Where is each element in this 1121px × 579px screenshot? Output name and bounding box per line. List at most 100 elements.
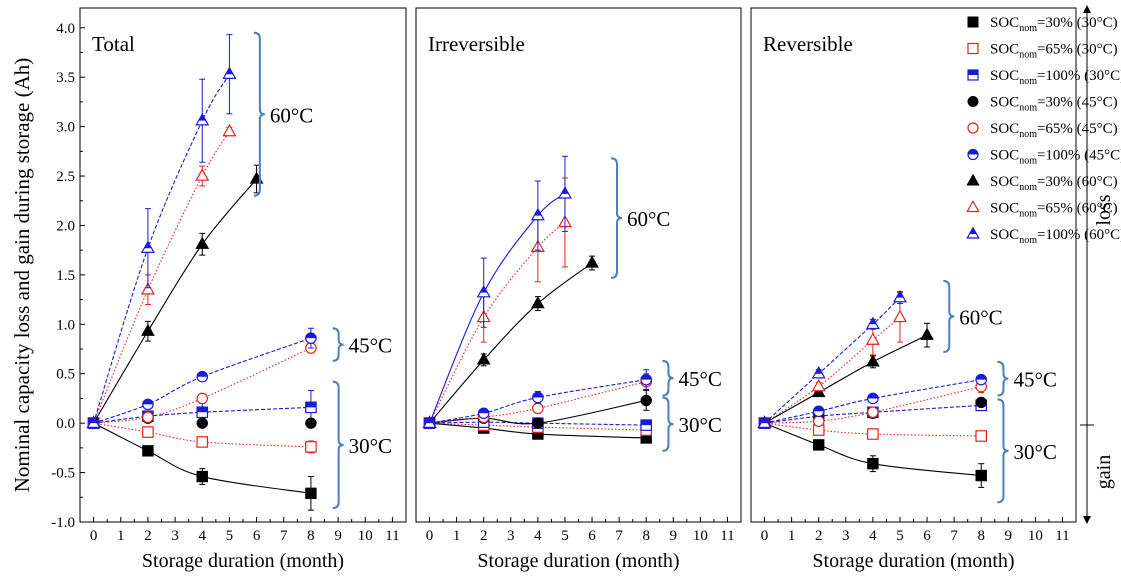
legend-label-base: SOC bbox=[990, 95, 1019, 111]
data-point-outline bbox=[811, 366, 826, 379]
x-tick-label: 5 bbox=[226, 528, 234, 544]
data-point-outline bbox=[892, 289, 907, 303]
temperature-label: 60°C bbox=[627, 207, 670, 231]
data-point bbox=[892, 309, 907, 323]
data-point bbox=[142, 445, 154, 457]
x-tick-label: 11 bbox=[720, 528, 734, 544]
data-point-shape bbox=[305, 441, 317, 453]
temperature-annotation: 60°C bbox=[610, 157, 670, 279]
x-tick-label: 10 bbox=[693, 528, 708, 544]
legend-label-subscript: nom bbox=[1019, 182, 1037, 193]
y-tick-label: 2.0 bbox=[56, 218, 75, 234]
data-point-top-half bbox=[815, 367, 823, 374]
series-s65_45 bbox=[758, 380, 988, 429]
data-point bbox=[196, 470, 208, 483]
temperature-annotation: 45°C bbox=[662, 359, 722, 397]
x-tick-label: 4 bbox=[534, 528, 542, 544]
x-tick-label: 1 bbox=[788, 528, 796, 544]
legend-label-subscript: nom bbox=[1019, 129, 1037, 140]
data-point bbox=[532, 402, 544, 415]
legend-label-rest: =100% (60°C) bbox=[1037, 227, 1121, 243]
data-point bbox=[531, 296, 545, 309]
series-line bbox=[764, 297, 901, 424]
legend-label: SOCnom=100% (30°C) bbox=[990, 68, 1121, 87]
data-point-shape bbox=[585, 255, 599, 268]
legend-label-base: SOC bbox=[990, 227, 1019, 243]
data-point-top-half bbox=[561, 187, 569, 194]
legend-marker-outline bbox=[967, 69, 979, 81]
data-point bbox=[196, 417, 208, 429]
data-point-shape bbox=[892, 309, 907, 323]
data-point-shape bbox=[975, 430, 988, 442]
data-point bbox=[585, 255, 599, 268]
data-point bbox=[813, 439, 825, 451]
legend-label-rest: =100% (45°C) bbox=[1037, 148, 1121, 164]
x-tick-label: 6 bbox=[923, 528, 931, 544]
data-point-outline bbox=[557, 186, 572, 199]
series-s30_60 bbox=[86, 164, 264, 428]
data-point bbox=[140, 240, 155, 253]
legend-marker bbox=[967, 96, 979, 107]
x-tick-label: 8 bbox=[642, 528, 650, 544]
data-point bbox=[867, 428, 879, 440]
x-tick-label: 6 bbox=[588, 528, 596, 544]
legend: SOCnom=30% (30°C)SOCnom=65% (30°C)SOCnom… bbox=[966, 15, 1121, 246]
data-point bbox=[640, 419, 653, 431]
data-point bbox=[305, 401, 317, 414]
legend-label-rest: =30% (60°C) bbox=[1037, 174, 1118, 190]
temperature-annotation: 45°C bbox=[332, 327, 392, 362]
temperature-label: 30°C bbox=[1013, 440, 1056, 464]
data-point-outline bbox=[196, 370, 209, 383]
data-point bbox=[476, 352, 491, 365]
legend-item: SOCnom=65% (30°C) bbox=[967, 42, 1118, 61]
x-tick-label: 2 bbox=[815, 528, 823, 544]
legend-marker-shape bbox=[967, 42, 979, 55]
data-point bbox=[532, 417, 544, 429]
data-point-shape bbox=[195, 236, 210, 249]
legend-marker-shape bbox=[966, 173, 980, 186]
data-point bbox=[222, 123, 237, 137]
data-point-top-half bbox=[869, 317, 877, 325]
y-tick-label: -1.0 bbox=[51, 515, 75, 531]
temperature-bracket bbox=[610, 157, 623, 279]
legend-label: SOCnom=65% (45°C) bbox=[990, 121, 1118, 140]
data-point bbox=[557, 186, 572, 199]
data-point-top-half bbox=[760, 416, 769, 424]
data-point-shape bbox=[867, 428, 879, 440]
data-point bbox=[196, 370, 209, 383]
series-s65_60 bbox=[757, 292, 907, 428]
data-point-outline bbox=[477, 407, 490, 420]
legend-item: SOCnom=100% (60°C) bbox=[966, 226, 1121, 246]
data-point-shape bbox=[305, 417, 317, 429]
data-point-outline bbox=[140, 240, 155, 253]
legend-label: SOCnom=30% (45°C) bbox=[990, 95, 1118, 114]
temperature-label: 30°C bbox=[349, 434, 392, 458]
series-line bbox=[93, 406, 311, 424]
legend-label-rest: =65% (45°C) bbox=[1037, 121, 1118, 137]
legend-marker bbox=[967, 16, 979, 28]
data-point bbox=[305, 417, 317, 429]
data-point-top-half bbox=[197, 407, 208, 413]
data-point bbox=[867, 406, 879, 419]
loss-gain-axis: loss gain bbox=[1080, 5, 1115, 524]
data-point-shape bbox=[532, 417, 544, 429]
data-point bbox=[812, 405, 825, 418]
y-tick-label: 0.5 bbox=[56, 367, 75, 383]
data-point bbox=[305, 487, 317, 500]
legend-label-rest: =30% (30°C) bbox=[1037, 15, 1118, 31]
legend-label-rest: =65% (30°C) bbox=[1037, 42, 1118, 58]
data-point bbox=[975, 373, 988, 386]
series-line bbox=[429, 222, 566, 424]
legend-label-subscript: nom bbox=[1019, 209, 1037, 220]
data-point-outline bbox=[865, 316, 880, 330]
panel-frame bbox=[415, 7, 742, 523]
series-line bbox=[764, 334, 928, 424]
gain-arrow-down bbox=[1083, 516, 1091, 524]
legend-marker-top-half bbox=[968, 70, 978, 75]
series-line bbox=[429, 379, 647, 424]
x-tick-label: 11 bbox=[385, 528, 399, 544]
panel-title: Reversible bbox=[763, 32, 853, 56]
y-tick-label: 1.5 bbox=[56, 268, 75, 284]
series-line bbox=[93, 422, 312, 494]
